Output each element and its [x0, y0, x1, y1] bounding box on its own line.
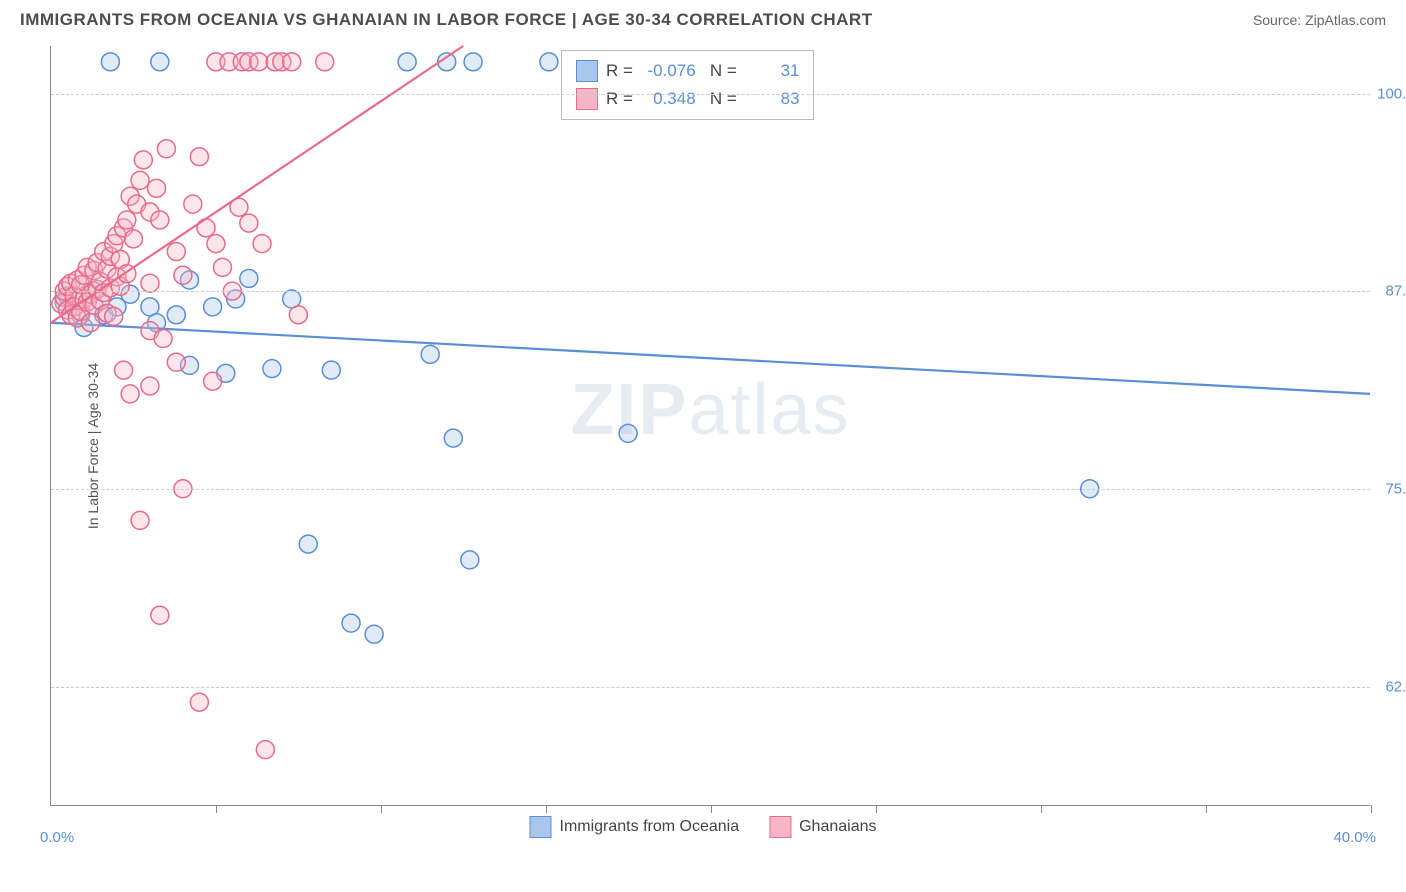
legend-label: Ghanaians: [799, 818, 876, 836]
trend-line: [51, 323, 1370, 394]
legend-row: R = -0.076 N = 31: [576, 57, 799, 85]
y-tick-label: 100.0%: [1377, 85, 1406, 102]
scatter-point: [190, 148, 208, 166]
scatter-point: [365, 625, 383, 643]
scatter-point: [619, 424, 637, 442]
x-tick: [1371, 805, 1372, 813]
gridline: [51, 687, 1370, 688]
scatter-point: [240, 214, 258, 232]
legend-bottom: Immigrants from Oceania Ghanaians: [530, 816, 877, 838]
scatter-point: [342, 614, 360, 632]
scatter-point: [105, 307, 123, 325]
x-tick: [1041, 805, 1042, 813]
chart-header: IMMIGRANTS FROM OCEANIA VS GHANAIAN IN L…: [0, 0, 1406, 36]
y-tick-label: 62.5%: [1385, 679, 1406, 696]
legend-swatch: [769, 816, 791, 838]
scatter-point: [322, 361, 340, 379]
y-tick-label: 75.0%: [1385, 481, 1406, 498]
chart-title: IMMIGRANTS FROM OCEANIA VS GHANAIAN IN L…: [20, 10, 873, 30]
scatter-point: [121, 385, 139, 403]
gridline: [51, 489, 1370, 490]
scatter-point: [190, 693, 208, 711]
scatter-point: [141, 274, 159, 292]
scatter-point: [398, 53, 416, 71]
x-tick: [876, 805, 877, 813]
x-min-label: 0.0%: [40, 829, 74, 846]
scatter-point: [240, 269, 258, 287]
scatter-point: [115, 361, 133, 379]
scatter-point: [283, 53, 301, 71]
scatter-point: [151, 606, 169, 624]
scatter-point: [151, 211, 169, 229]
scatter-point: [154, 330, 172, 348]
y-tick-label: 87.5%: [1385, 283, 1406, 300]
legend-stats: R = -0.076 N = 31: [606, 57, 799, 85]
scatter-point: [124, 230, 142, 248]
scatter-point: [204, 372, 222, 390]
x-tick: [381, 805, 382, 813]
legend-row: R = 0.348 N = 83: [576, 85, 799, 113]
scatter-point: [118, 211, 136, 229]
legend-top: R = -0.076 N = 31R = 0.348 N = 83: [561, 50, 814, 120]
x-max-label: 40.0%: [1333, 829, 1376, 846]
scatter-point: [207, 235, 225, 253]
scatter-point: [167, 243, 185, 261]
legend-swatch: [530, 816, 552, 838]
scatter-point: [101, 53, 119, 71]
plot-area: ZIPatlas R = -0.076 N = 31R = 0.348 N = …: [50, 46, 1370, 806]
x-tick: [1206, 805, 1207, 813]
scatter-point: [131, 171, 149, 189]
scatter-point: [289, 306, 307, 324]
scatter-point: [131, 511, 149, 529]
scatter-point: [540, 53, 558, 71]
scatter-point: [141, 377, 159, 395]
scatter-point: [316, 53, 334, 71]
scatter-point: [461, 551, 479, 569]
scatter-point: [197, 219, 215, 237]
scatter-point: [151, 53, 169, 71]
gridline: [51, 94, 1370, 95]
gridline: [51, 291, 1370, 292]
scatter-point: [157, 140, 175, 158]
x-tick: [216, 805, 217, 813]
scatter-point: [444, 429, 462, 447]
scatter-point: [213, 258, 231, 276]
scatter-point: [82, 314, 100, 332]
x-tick: [546, 805, 547, 813]
scatter-point: [250, 53, 268, 71]
scatter-point: [464, 53, 482, 71]
legend-item: Immigrants from Oceania: [530, 816, 740, 838]
scatter-point: [299, 535, 317, 553]
scatter-point: [253, 235, 271, 253]
scatter-point: [167, 353, 185, 371]
plot-svg: [51, 46, 1370, 805]
scatter-point: [256, 741, 274, 759]
x-tick: [711, 805, 712, 813]
scatter-point: [421, 345, 439, 363]
scatter-point: [263, 360, 281, 378]
scatter-point: [134, 151, 152, 169]
scatter-point: [204, 298, 222, 316]
legend-item: Ghanaians: [769, 816, 876, 838]
legend-stats: R = 0.348 N = 83: [606, 85, 799, 113]
source-label: Source: ZipAtlas.com: [1253, 12, 1386, 28]
legend-swatch: [576, 60, 598, 82]
scatter-point: [184, 195, 202, 213]
legend-label: Immigrants from Oceania: [560, 818, 740, 836]
scatter-point: [148, 179, 166, 197]
scatter-point: [167, 306, 185, 324]
legend-swatch: [576, 88, 598, 110]
scatter-point: [174, 266, 192, 284]
chart-container: In Labor Force | Age 30-34 ZIPatlas R = …: [0, 36, 1406, 856]
